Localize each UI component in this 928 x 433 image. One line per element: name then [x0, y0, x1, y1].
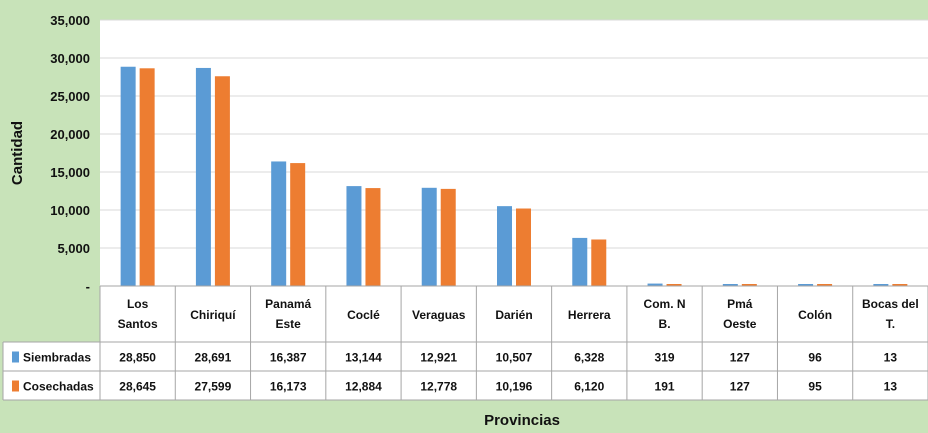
y-tick-label: 20,000 [50, 127, 90, 142]
legend-label: Siembradas [23, 351, 91, 365]
data-label: 10,196 [496, 380, 533, 394]
x-category-label: Herrera [568, 308, 611, 322]
data-label: 13,144 [345, 351, 382, 365]
data-label: 28,850 [119, 351, 156, 365]
data-label: 191 [655, 380, 675, 394]
bar-cosechadas [139, 68, 155, 286]
plot-area [100, 20, 928, 286]
x-category-label: Este [276, 317, 302, 331]
x-category-label: Com. N [644, 297, 686, 311]
data-label: 319 [655, 351, 675, 365]
x-category-label: T. [886, 317, 895, 331]
bar-siembradas [195, 67, 211, 287]
data-label: 12,884 [345, 380, 382, 394]
x-category-label: Chiriquí [190, 308, 236, 322]
data-label: 96 [808, 351, 822, 365]
data-label: 16,387 [270, 351, 307, 365]
bar-cosechadas [741, 284, 757, 286]
y-tick-label: 25,000 [50, 89, 90, 104]
bar-siembradas [421, 187, 437, 286]
bar-siembradas [873, 284, 889, 286]
x-category-label: Coclé [347, 308, 380, 322]
bar-siembradas [120, 66, 136, 287]
x-category-label: Bocas del [862, 297, 919, 311]
data-label: 127 [730, 380, 750, 394]
bar-siembradas [722, 284, 738, 286]
data-label: 95 [808, 380, 822, 394]
data-label: 13 [884, 351, 898, 365]
y-tick-label: 35,000 [50, 13, 90, 28]
bar-cosechadas [817, 284, 833, 286]
y-tick-label: 15,000 [50, 165, 90, 180]
data-label: 6,328 [574, 351, 604, 365]
bar-siembradas [798, 284, 814, 286]
data-label: 10,507 [496, 351, 533, 365]
x-category-label: Darién [495, 308, 532, 322]
bar-cosechadas [290, 163, 306, 286]
data-label: 27,599 [195, 380, 232, 394]
bar-siembradas [572, 237, 588, 286]
bar-cosechadas [516, 208, 531, 286]
bar-cosechadas [365, 188, 381, 286]
y-axis-title: Cantidad [9, 121, 26, 185]
data-label: 28,691 [195, 351, 232, 365]
bar-siembradas [271, 161, 287, 286]
bar-siembradas [497, 206, 512, 286]
data-label: 127 [730, 351, 750, 365]
x-category-label: Santos [118, 317, 158, 331]
y-tick-label: 5,000 [57, 241, 90, 256]
legend-label: Cosechadas [23, 380, 94, 394]
data-label: 6,120 [574, 380, 604, 394]
bar-cosechadas [666, 284, 682, 286]
x-category-label: Los [127, 297, 149, 311]
y-tick-label: 10,000 [50, 203, 90, 218]
table-header-bg [100, 286, 928, 342]
x-axis-title: Provincias [484, 412, 560, 429]
x-category-label: Pmá [727, 297, 753, 311]
data-label: 12,921 [420, 351, 457, 365]
bar-cosechadas [440, 188, 456, 286]
bar-siembradas [346, 186, 362, 286]
legend-key-siembradas [12, 351, 19, 363]
x-category-label: Oeste [723, 317, 757, 331]
y-tick-label: - [86, 279, 90, 294]
y-tick-label: 30,000 [50, 51, 90, 66]
data-label: 12,778 [420, 380, 457, 394]
bar-cosechadas [214, 76, 230, 287]
legend-key-cosechadas [12, 380, 19, 392]
x-category-label: Veraguas [412, 308, 466, 322]
x-category-label: Panamá [265, 297, 311, 311]
data-label: 16,173 [270, 380, 307, 394]
data-label: 13 [884, 380, 898, 394]
bar-siembradas [647, 283, 663, 286]
bar-cosechadas [892, 284, 908, 286]
x-category-label: B. [659, 317, 671, 331]
x-category-label: Colón [798, 308, 832, 322]
data-label: 28,645 [119, 380, 156, 394]
bar-cosechadas [591, 239, 607, 286]
